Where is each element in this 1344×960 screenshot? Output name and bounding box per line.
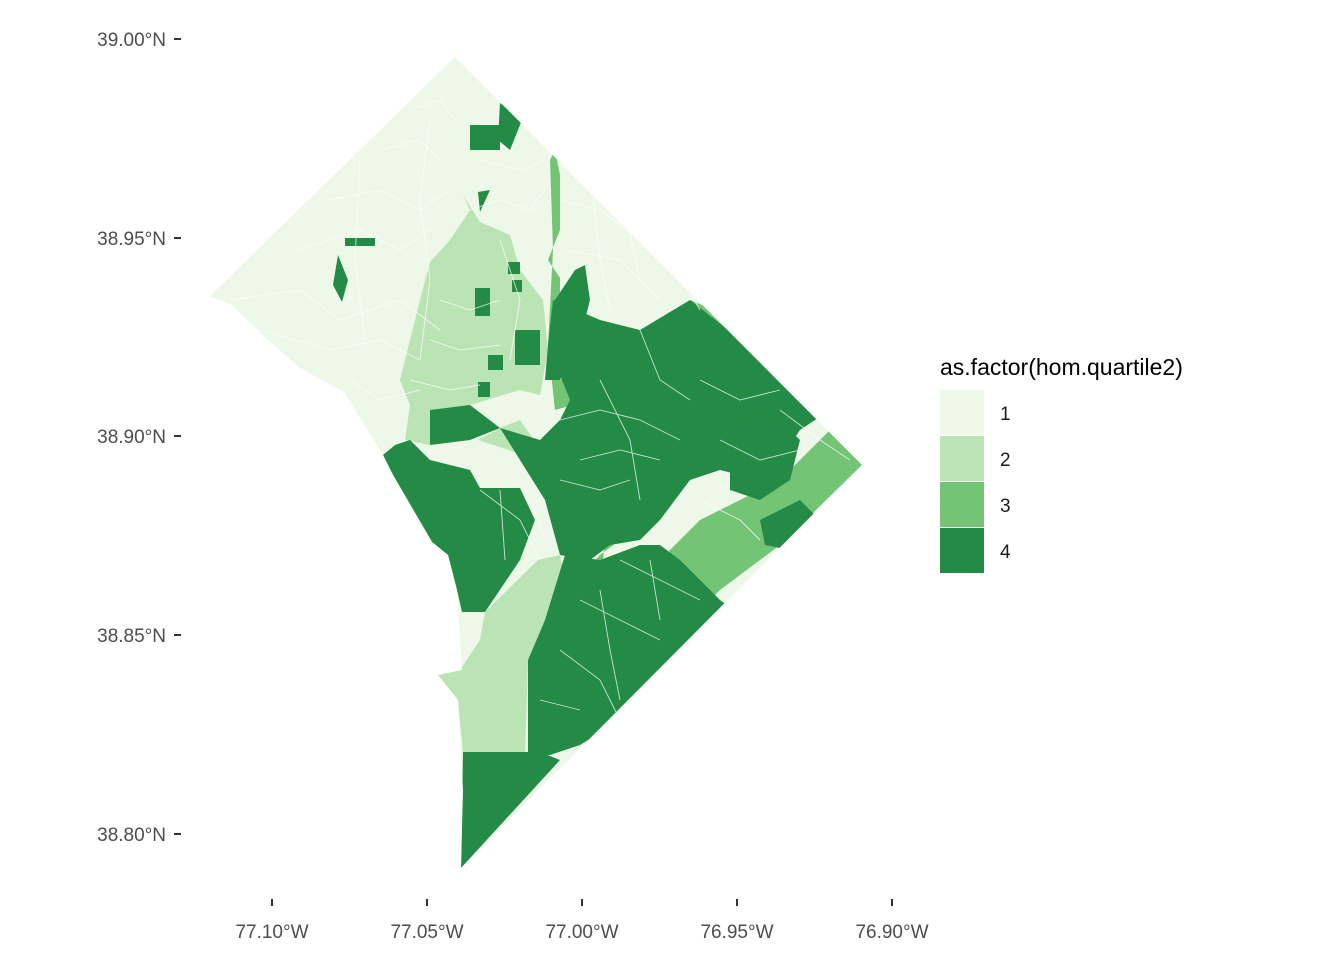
quartile-4-region-upper-center [545, 265, 590, 380]
tract-q4 [475, 288, 490, 316]
legend-swatch-1 [940, 390, 984, 435]
legend-swatch-2 [940, 436, 984, 481]
legend-title: as.factor(hom.quartile2) [940, 354, 1183, 380]
quartile-4-region-tip [461, 752, 560, 868]
y-tick-label: 38.95°N [97, 229, 166, 250]
legend-swatch-3 [940, 482, 984, 527]
tract-q4 [508, 262, 520, 274]
tract-q4 [512, 280, 522, 292]
tract-q4 [478, 382, 490, 397]
x-tick-label: 77.00°W [545, 922, 618, 943]
quartile-4-region-core [430, 300, 830, 560]
y-axis: 39.00°N 38.95°N 38.90°N 38.85°N 38.80°N [97, 30, 181, 846]
legend-label: 2 [1000, 450, 1011, 471]
legend-swatch-4 [940, 528, 984, 573]
quartile-4-region-east-pocket-2 [760, 500, 820, 550]
tract-q4 [515, 330, 540, 365]
tract-boundaries [229, 99, 851, 721]
legend-label: 4 [1000, 542, 1011, 563]
x-tick-label: 76.90°W [855, 922, 928, 943]
tract-q4 [488, 355, 503, 370]
tract-q4 [498, 103, 522, 150]
legend: as.factor(hom.quartile2) 1 2 3 4 [940, 354, 1183, 573]
quartile-2-region [400, 195, 548, 445]
y-tick-label: 38.80°N [97, 825, 166, 846]
x-tick-label: 77.10°W [235, 922, 308, 943]
quartile-4-region-southwest [383, 440, 535, 612]
tract-q4 [333, 255, 348, 302]
tract-q4 [345, 238, 375, 246]
y-tick-label: 38.90°N [97, 427, 166, 448]
legend-label: 3 [1000, 496, 1011, 517]
map-region [210, 57, 862, 868]
x-tick-label: 77.05°W [390, 922, 463, 943]
legend-label: 1 [1000, 404, 1011, 425]
x-tick-label: 76.95°W [700, 922, 773, 943]
x-axis: 77.10°W 77.05°W 77.00°W 76.95°W 76.90°W [235, 899, 929, 943]
quartile-2-region-south [438, 555, 565, 755]
quartile-4-region-south [528, 545, 740, 755]
quartile-4-region-east-pocket [730, 410, 800, 500]
y-tick-label: 38.85°N [97, 626, 166, 647]
y-tick-label: 39.00°N [97, 30, 166, 51]
tract-q4 [470, 125, 500, 150]
